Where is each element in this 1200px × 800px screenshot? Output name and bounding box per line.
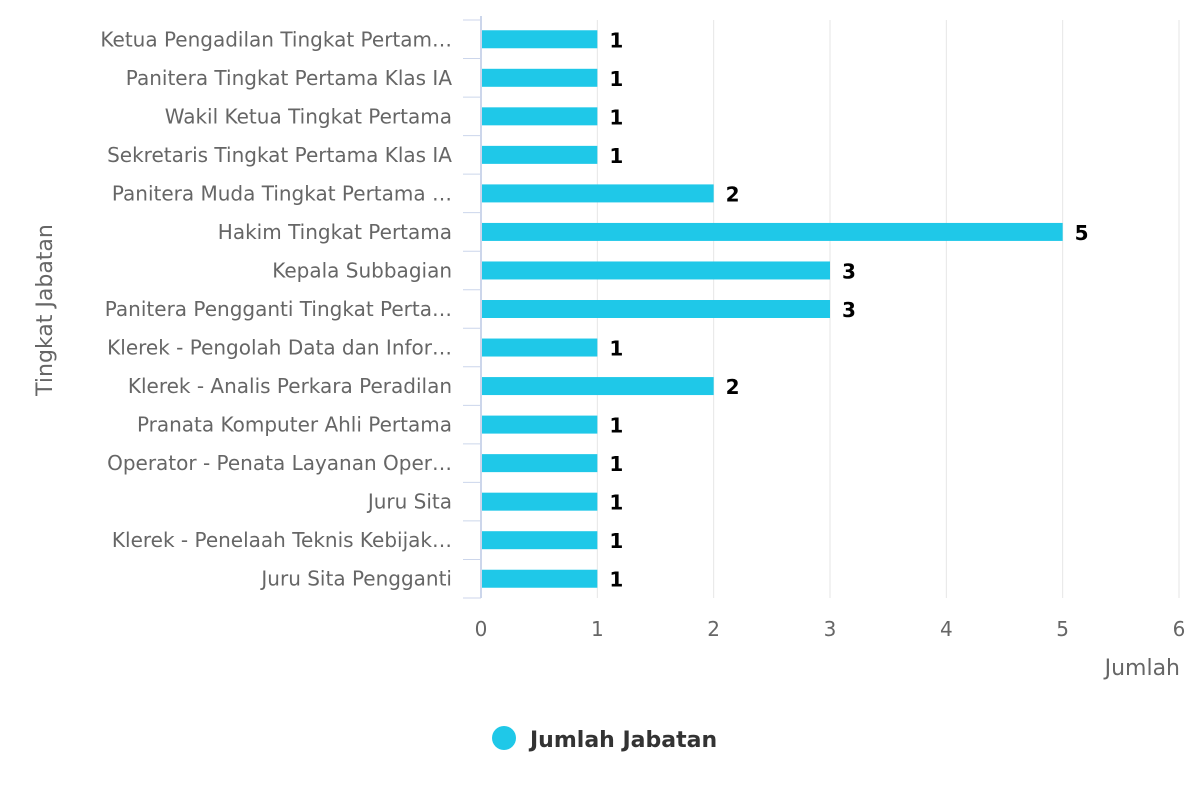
bar[interactable] (482, 415, 598, 434)
legend[interactable]: Jumlah Jabatan (492, 726, 717, 753)
category-labels: Ketua Pengadilan Tingkat Pertam… Panitera… (100, 27, 452, 590)
bar[interactable] (482, 261, 830, 280)
data-label: 1 (609, 144, 623, 168)
data-label: 3 (842, 298, 856, 322)
x-tick-label: 5 (1056, 617, 1069, 641)
data-label: 1 (609, 452, 623, 476)
x-tick-label: 1 (591, 617, 604, 641)
category-label: Wakil Ketua Tingkat Pertama (165, 104, 452, 128)
data-label: 2 (726, 375, 740, 399)
category-label: Juru Sita (366, 490, 452, 514)
data-label: 5 (1075, 221, 1089, 245)
category-label: Panitera Pengganti Tingkat Perta… (105, 297, 452, 321)
category-label: Pranata Komputer Ahli Pertama (137, 413, 452, 437)
category-label: Juru Sita Pengganti (259, 567, 452, 591)
bar[interactable] (482, 145, 598, 164)
x-tick-label: 3 (824, 617, 837, 641)
data-label: 1 (609, 414, 623, 438)
data-label: 1 (609, 529, 623, 553)
data-label: 2 (726, 182, 740, 206)
category-label: Hakim Tingkat Pertama (218, 220, 452, 244)
bar[interactable] (482, 68, 598, 87)
data-label: 1 (609, 491, 623, 515)
data-label: 1 (609, 568, 623, 592)
category-label: Operator - Penata Layanan Oper… (107, 451, 452, 475)
bar[interactable] (482, 338, 598, 357)
bar[interactable] (482, 454, 598, 473)
legend-marker (492, 726, 516, 750)
category-label: Panitera Tingkat Pertama Klas IA (126, 66, 453, 90)
x-tick-label: 2 (707, 617, 720, 641)
data-labels: 1 1 1 1 2 5 3 3 1 2 1 1 1 1 1 (609, 28, 1088, 591)
bar[interactable] (482, 107, 598, 126)
data-label: 1 (609, 105, 623, 129)
bar[interactable] (482, 531, 598, 550)
bar[interactable] (482, 492, 598, 511)
category-label: Klerek - Pengolah Data dan Infor… (107, 336, 452, 360)
legend-label: Jumlah Jabatan (528, 728, 717, 753)
x-tick-label: 4 (940, 617, 953, 641)
bar[interactable] (482, 30, 598, 49)
data-label: 1 (609, 337, 623, 361)
data-label: 1 (609, 67, 623, 91)
category-label: Kepala Subbagian (272, 258, 452, 282)
x-tick-label: 6 (1173, 617, 1186, 641)
category-label: Panitera Muda Tingkat Pertama … (112, 181, 452, 205)
category-label: Klerek - Analis Perkara Peradilan (128, 374, 452, 398)
bar[interactable] (482, 184, 714, 203)
category-label: Sekretaris Tingkat Pertama Klas IA (107, 143, 452, 167)
bars (482, 30, 1063, 588)
category-label: Klerek - Penelaah Teknis Kebijak… (112, 528, 452, 552)
data-label: 1 (609, 28, 623, 52)
bar[interactable] (482, 569, 598, 588)
x-axis-title: Jumlah (1103, 656, 1180, 681)
bar[interactable] (482, 222, 1063, 241)
y-axis-title: Tingkat Jabatan (33, 224, 58, 397)
bar[interactable] (482, 377, 714, 396)
data-label: 3 (842, 259, 856, 283)
value-tick-labels: 0 1 2 3 4 5 6 (475, 617, 1186, 641)
x-tick-label: 0 (475, 617, 488, 641)
category-axis (463, 16, 482, 599)
category-label: Ketua Pengadilan Tingkat Pertam… (100, 27, 452, 51)
bar[interactable] (482, 300, 830, 318)
